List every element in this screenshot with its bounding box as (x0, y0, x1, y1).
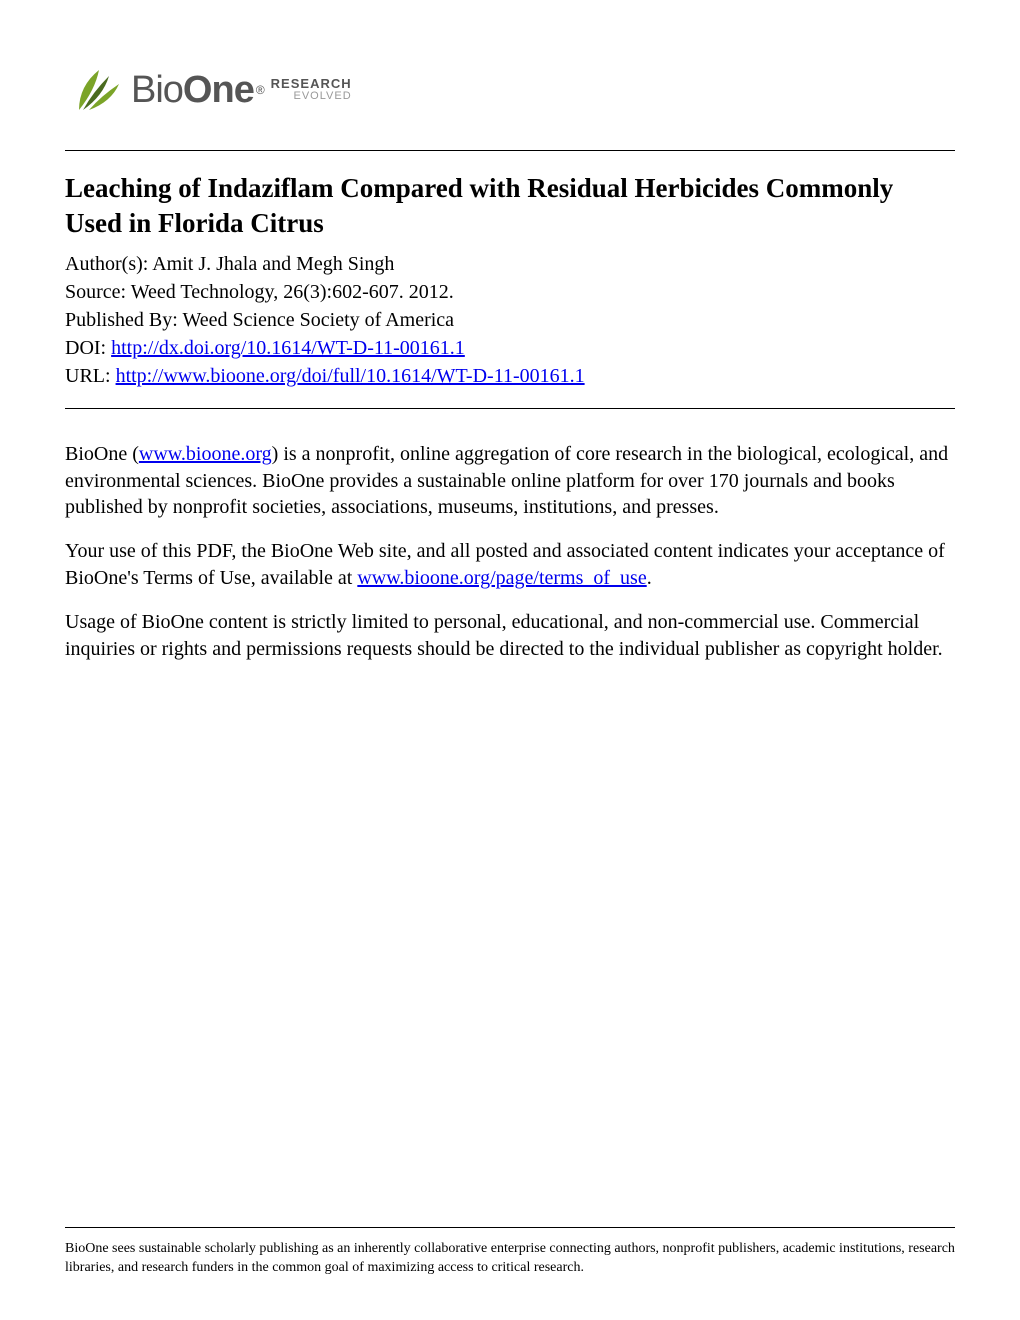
authors-label: Author(s): (65, 253, 152, 275)
logo-container: BioOne ® RESEARCH EVOLVED (65, 60, 955, 120)
article-title: Leaching of Indaziflam Compared with Res… (65, 171, 955, 241)
bioone-leaf-icon (75, 66, 123, 114)
logo-wordmark: BioOne (131, 69, 254, 112)
logo-evolved-text: EVOLVED (271, 90, 352, 103)
url-label: URL: (65, 365, 116, 387)
doi-label: DOI: (65, 337, 111, 359)
bioone-logo: BioOne ® RESEARCH EVOLVED (75, 60, 352, 120)
logo-text-bio: Bio (131, 69, 183, 111)
body-paragraph-2: Your use of this PDF, the BioOne Web sit… (65, 538, 955, 591)
bioone-org-link[interactable]: www.bioone.org (139, 443, 272, 465)
p1-pre: BioOne ( (65, 443, 139, 465)
body-text: BioOne (www.bioone.org) is a nonprofit, … (65, 441, 955, 662)
url-line: URL: http://www.bioone.org/doi/full/10.1… (65, 363, 955, 390)
body-paragraph-1: BioOne (www.bioone.org) is a nonprofit, … (65, 441, 955, 520)
source-value: Weed Technology, 26(3):602-607. 2012. (131, 281, 454, 303)
logo-tagline: RESEARCH EVOLVED (271, 77, 352, 103)
logo-research-text: RESEARCH (271, 77, 352, 90)
terms-of-use-link[interactable]: www.bioone.org/page/terms_of_use (357, 567, 646, 589)
doi-line: DOI: http://dx.doi.org/10.1614/WT-D-11-0… (65, 335, 955, 362)
published-label: Published By: (65, 309, 182, 331)
logo-text-one: One (183, 69, 254, 111)
footer-text: BioOne sees sustainable scholarly publis… (65, 1240, 955, 1278)
divider-top (65, 150, 955, 151)
published-value: Weed Science Society of America (182, 309, 454, 331)
article-metadata: Author(s): Amit J. Jhala and Megh Singh … (65, 251, 955, 390)
divider-footer (65, 1227, 955, 1228)
url-link[interactable]: http://www.bioone.org/doi/full/10.1614/W… (116, 365, 585, 387)
source-line: Source: Weed Technology, 26(3):602-607. … (65, 279, 955, 306)
registered-mark: ® (256, 83, 265, 97)
footer: BioOne sees sustainable scholarly publis… (65, 1215, 955, 1278)
body-paragraph-3: Usage of BioOne content is strictly limi… (65, 609, 955, 662)
authors-line: Author(s): Amit J. Jhala and Megh Singh (65, 251, 955, 278)
published-line: Published By: Weed Science Society of Am… (65, 307, 955, 334)
p2-post: . (647, 567, 652, 589)
source-label: Source: (65, 281, 131, 303)
doi-link[interactable]: http://dx.doi.org/10.1614/WT-D-11-00161.… (111, 337, 465, 359)
divider-mid (65, 408, 955, 409)
authors-value: Amit J. Jhala and Megh Singh (152, 253, 394, 275)
